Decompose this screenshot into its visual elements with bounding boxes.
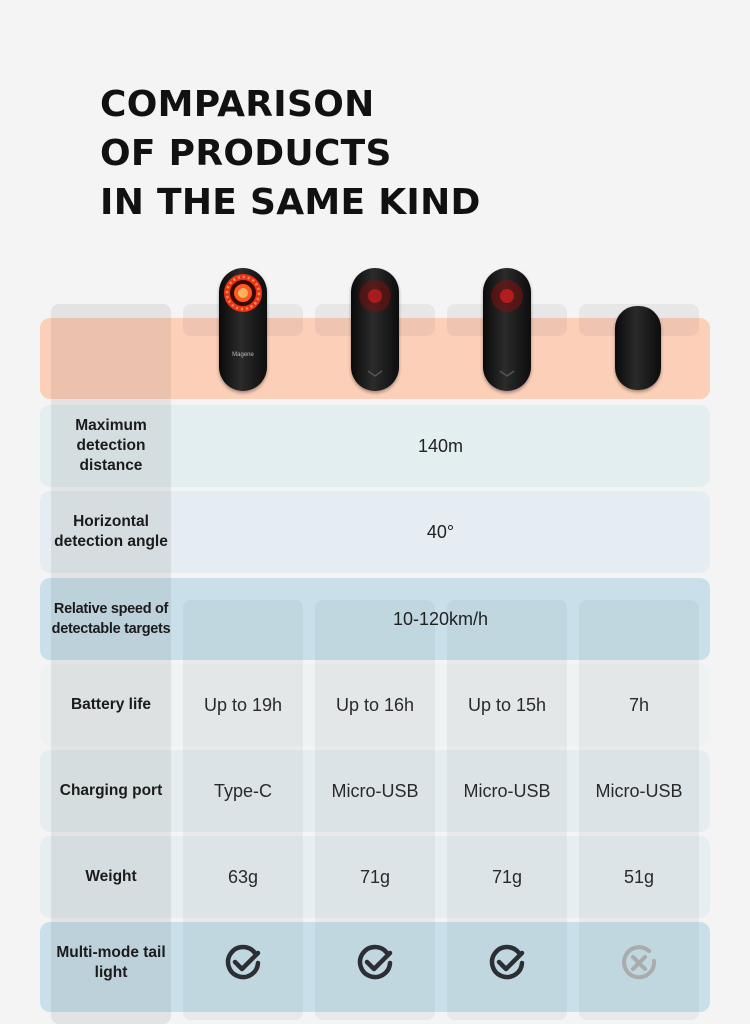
product-2-image [351,268,399,391]
label-battery-life: Battery life [70,696,152,713]
label-tail-light: Multi-mode tail light [56,944,166,981]
column-band-4 [579,600,699,1020]
label-relative-speed: Relative speed of detectable targets [51,601,171,637]
battery-cell: Up to 19h [203,694,283,715]
page-title: COMPARISON OF PRODUCTS IN THE SAME KIND [100,80,481,227]
check-icon [489,944,525,980]
row-relative-speed [40,578,710,660]
value-relative-speed: 10-120km/h [392,608,489,629]
row-horizontal-angle [40,491,710,573]
check-icon [357,944,393,980]
port-cell: Micro-USB [331,780,419,801]
port-cell: Micro-USB [463,780,551,801]
cross-icon [622,945,657,980]
value-max-distance: 140m [417,435,464,456]
label-charging-port: Charging port [59,782,163,799]
battery-cell: 7h [628,694,650,715]
row-charging-port [40,750,710,832]
product-1-brand: Magene [232,352,254,358]
row-weight [40,836,710,918]
column-band-3 [447,600,567,1020]
port-cell: Type-C [213,780,273,801]
check-icon [225,944,261,980]
product-4-image [615,306,661,390]
led-glow-icon [359,280,391,377]
column-band-2 [315,600,435,1020]
port-cell: Micro-USB [595,780,683,801]
column-band-1 [183,600,303,1020]
battery-cell: Up to 15h [467,694,547,715]
led-glow-icon [491,280,523,377]
label-column-overlay [51,304,171,1024]
product-1-image: Magene [219,268,267,391]
led-ring-icon [224,274,262,312]
product-3-image [483,268,531,391]
row-battery-life [40,664,710,746]
battery-cell: Up to 16h [335,694,415,715]
row-max-distance [40,405,710,487]
weight-cell: 63g [227,866,259,887]
title-line-1: COMPARISON [100,84,375,125]
label-horizontal-angle: Horizontal detection angle [54,513,168,550]
label-max-distance: Maximum detection distance [75,417,147,474]
weight-cell: 51g [623,866,655,887]
weight-cell: 71g [491,866,523,887]
title-line-3: IN THE SAME KIND [100,182,481,223]
value-horizontal-angle: 40° [426,521,455,542]
title-line-2: OF PRODUCTS [100,133,392,174]
label-weight: Weight [85,868,137,885]
weight-cell: 71g [359,866,391,887]
